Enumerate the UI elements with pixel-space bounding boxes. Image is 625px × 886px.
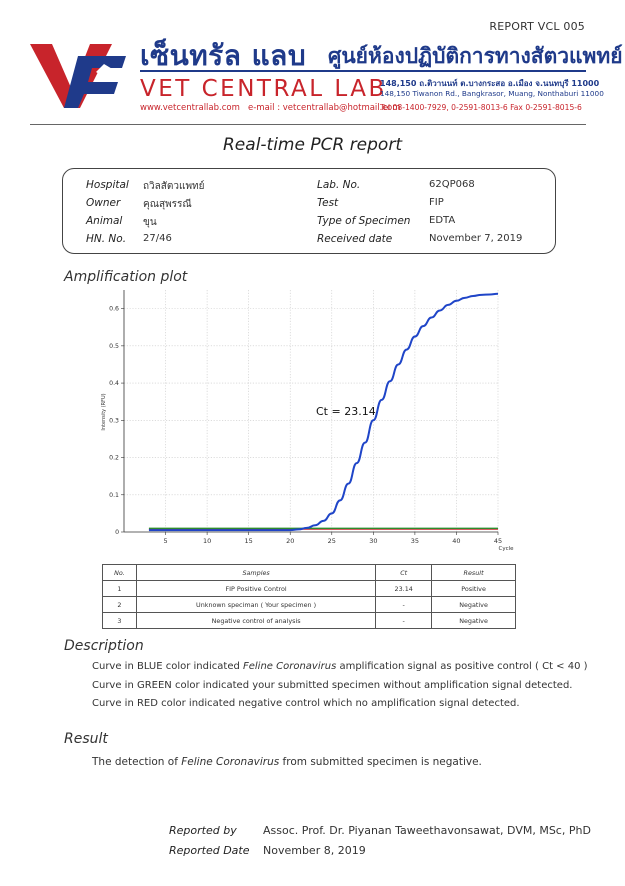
y-tick-label: 0.5 [109, 343, 119, 350]
brand-thai-name: เซ็นทรัล แลบ [140, 39, 307, 72]
address-english: 148,150 Tiwanon Rd., Bangkrasor, Muang, … [380, 89, 604, 98]
cell-sample: Unknown speciman ( Your specimen ) [135, 596, 377, 613]
x-tick-label: 20 [286, 537, 294, 545]
brand-divider [140, 70, 586, 72]
y-tick-label: 0 [115, 529, 119, 536]
cell-no: 3 [102, 612, 137, 629]
cell-result: Negative [431, 612, 516, 629]
ct-annotation: Ct = 23.14 [316, 405, 376, 418]
patient-info-box [62, 168, 556, 254]
column-header-samples: Samples [135, 564, 377, 581]
cell-no: 1 [102, 580, 137, 597]
table-header-row: No. Samples Ct Result [102, 564, 516, 581]
x-tick-label: 15 [245, 537, 253, 545]
y-tick-label: 0.3 [109, 417, 119, 424]
chart-grid [124, 290, 499, 532]
x-tick-label: 5 [163, 537, 167, 545]
specimen-type-label: Type of Specimen [317, 215, 411, 227]
x-tick-label: 45 [494, 537, 502, 545]
owner-value: คุณสุพรรณี [143, 199, 192, 210]
vcl-logo [30, 44, 126, 108]
received-date-value: November 7, 2019 [429, 233, 523, 244]
x-tick-label: 40 [452, 537, 460, 545]
lab-no-value: 62QP068 [429, 179, 475, 190]
x-tick-label: 25 [328, 537, 336, 545]
specimen-type-value: EDTA [429, 215, 456, 226]
reported-date-label: Reported Date [169, 844, 250, 857]
cell-ct: - [375, 596, 433, 613]
result-text: The detection of Feline Coronavirus from… [92, 756, 482, 768]
lab-no-label: Lab. No. [317, 179, 361, 191]
owner-label: Owner [86, 197, 121, 209]
brand-english-name: VET CENTRAL LAB [140, 76, 387, 102]
test-label: Test [317, 197, 339, 209]
table-row: 3 Negative control of analysis - Negativ… [102, 612, 516, 629]
cell-ct: - [375, 612, 433, 629]
website-link[interactable]: www.vetcentrallab.com [140, 103, 240, 113]
x-tick-label: 10 [203, 537, 211, 545]
test-value: FIP [429, 197, 444, 208]
hn-value: 27/46 [143, 233, 172, 244]
cell-result: Positive [431, 580, 516, 597]
address-thai: 148,150 ถ.ติวานนท์ ต.บางกระสอ อ.เมือง จ.… [380, 79, 600, 88]
description-heading: Description [64, 638, 144, 654]
column-header-ct: Ct [375, 564, 433, 581]
y-tick-label: 0.4 [109, 380, 119, 387]
hospital-value: ถวิลสัตวแพทย์ [143, 181, 205, 192]
reported-by-label: Reported by [169, 824, 237, 837]
y-tick-label: 0.6 [109, 306, 119, 313]
result-heading: Result [64, 731, 108, 747]
cell-result: Negative [431, 596, 516, 613]
column-header-no: No. [102, 564, 137, 581]
x-tick-label: 30 [369, 537, 377, 545]
plot-heading: Amplification plot [64, 269, 188, 285]
y-tick-label: 0.2 [109, 455, 119, 462]
animal-value: ขุน [143, 217, 157, 228]
report-title: Real-time PCR report [223, 135, 402, 155]
cell-sample: Negative control of analysis [135, 612, 377, 629]
description-line-red: Curve in RED color indicated negative co… [92, 698, 520, 709]
amplification-chart: 5 10 15 20 25 30 35 40 45 0 0.1 0.2 0.3 0.4 0.5 0.6 Int… [101, 290, 514, 552]
animal-label: Animal [86, 215, 123, 227]
hospital-label: Hospital [86, 179, 129, 191]
column-header-result: Result [431, 564, 516, 581]
x-axis-label: Cycle [498, 546, 514, 552]
y-axis-label: Intensity (RFU) [101, 393, 107, 430]
cell-ct: 23.14 [375, 580, 433, 597]
header-divider [30, 124, 586, 125]
reported-date-value: November 8, 2019 [263, 844, 366, 857]
cell-sample: FIP Positive Control [135, 580, 377, 597]
document-code: REPORT VCL 005 [489, 20, 585, 33]
contact-web-email: www.vetcentrallab.com e-mail : vetcentra… [140, 103, 401, 113]
brand-thai-subtitle: ศูนย์ห้องปฏิบัติการทางสัตวแพทย์ [328, 44, 623, 68]
received-date-label: Received date [317, 233, 393, 245]
x-tick-label: 35 [411, 537, 419, 545]
table-row: 2 Unknown speciman ( Your specimen ) - N… [102, 596, 516, 613]
telephone-fax: Tel 08-1400-7929, 0-2591-8013-6 Fax 0-25… [380, 103, 582, 112]
table-row: 1 FIP Positive Control 23.14 Positive [102, 580, 516, 597]
reported-by-value: Assoc. Prof. Dr. Piyanan Taweethavonsawa… [263, 824, 591, 837]
chart-series [148, 292, 499, 532]
description-line-blue: Curve in BLUE color indicated Feline Cor… [92, 661, 588, 672]
hn-label: HN. No. [86, 233, 127, 245]
results-table: No. Samples Ct Result 1 FIP Positive Con… [102, 564, 516, 629]
cell-no: 2 [102, 596, 137, 613]
chart-axes: 5 10 15 20 25 30 35 40 45 0 0.1 0.2 0.3 0.4 0.5 0.6 [109, 290, 502, 545]
email-link[interactable]: e-mail : vetcentrallab@hotmail.com [248, 103, 401, 113]
y-tick-label: 0.1 [109, 492, 119, 499]
blue-series-line [148, 292, 499, 532]
description-line-green: Curve in GREEN color indicated your subm… [92, 680, 573, 691]
